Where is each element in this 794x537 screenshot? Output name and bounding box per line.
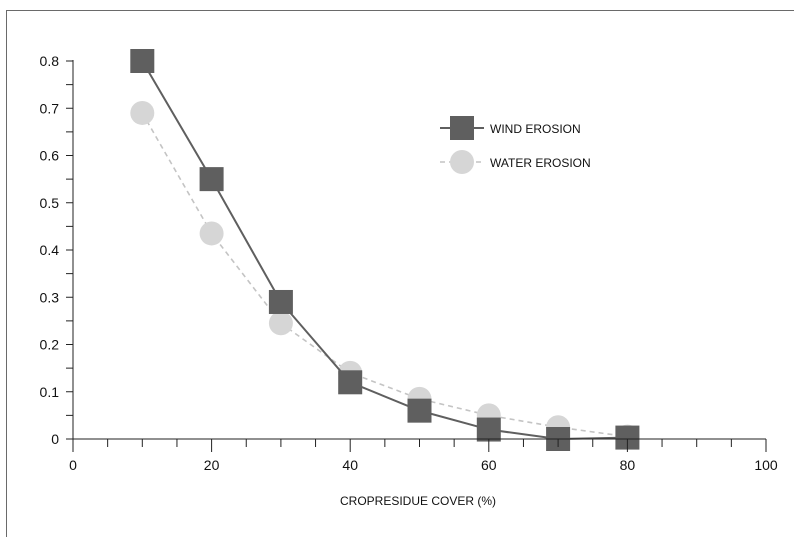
water-erosion-point: [268, 311, 293, 336]
wind-erosion-point: [199, 167, 224, 192]
x-tick-label: 20: [204, 457, 220, 473]
y-tick-label: 0.7: [40, 100, 60, 116]
y-tick-label: 0.3: [40, 289, 60, 305]
wind-erosion-point: [130, 49, 155, 73]
y-tick-label: 0.1: [40, 384, 60, 400]
wind-erosion-point: [407, 398, 432, 423]
legend: WIND EROSION WATER EROSION: [440, 116, 591, 174]
y-tick-label: 0.4: [40, 242, 60, 258]
legend-wind-erosion-label: WIND EROSION: [490, 122, 581, 136]
water-erosion-point: [130, 100, 155, 125]
wind-erosion-line: [141, 60, 628, 441]
y-tick-label: 0.5: [40, 195, 60, 211]
wind-erosion-point: [268, 289, 293, 314]
y-tick-label: 0.8: [40, 53, 60, 69]
x-tick-label: 0: [69, 457, 77, 473]
series-layer: [130, 49, 640, 451]
legend-water-erosion-label: WATER EROSION: [490, 156, 591, 170]
y-tick-label: 0.2: [40, 337, 60, 353]
wind-erosion-point: [476, 417, 501, 442]
chart-frame: [6, 10, 794, 537]
x-axis-title: CROPRESIDUE COVER (%): [340, 494, 496, 508]
x-tick-label: 60: [481, 457, 497, 473]
axes-layer: 0 0.1 0.2 0.3 0.4 0.5 0.6 0.7 0.8 0 20 40 60 80 100: [40, 53, 778, 473]
water-erosion-point: [199, 221, 224, 246]
x-tick-label: 40: [342, 457, 358, 473]
legend-wind-erosion-marker: [450, 116, 474, 140]
x-tick-label: 80: [620, 457, 636, 473]
y-tick-label: 0: [51, 431, 59, 447]
legend-water-erosion-marker: [450, 150, 474, 174]
x-tick-label: 100: [754, 457, 778, 473]
wind-erosion-point: [338, 370, 363, 395]
y-tick-label: 0.6: [40, 148, 60, 164]
